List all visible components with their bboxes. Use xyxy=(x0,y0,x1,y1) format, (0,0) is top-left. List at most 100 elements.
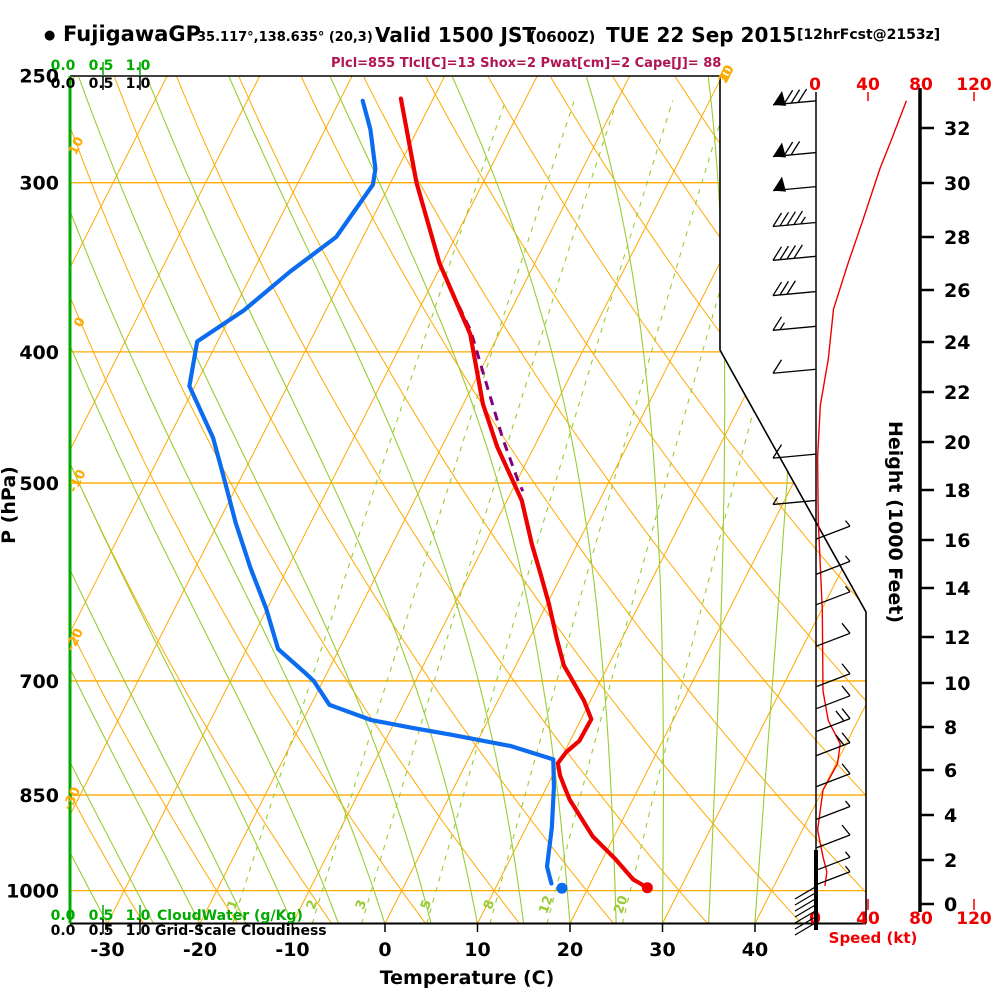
mixing-ratio-line xyxy=(426,100,674,924)
height-tick-label: 32 xyxy=(944,118,970,140)
temperature-tick-label: 10 xyxy=(464,939,490,961)
cloudiness-top-scale-value: 0.5 xyxy=(89,76,114,92)
wind-barb-feather xyxy=(772,499,817,506)
dry-adiabat-line xyxy=(70,76,239,924)
mixing-ratio-line xyxy=(311,100,575,924)
valid-time: Valid 1500 JST xyxy=(375,23,536,47)
wind-barb xyxy=(815,865,851,886)
cloudwater-top-scale-value: 1.0 xyxy=(126,58,151,74)
wind-barb xyxy=(815,685,851,710)
pressure-tick-label: 400 xyxy=(19,342,59,364)
pressure-tick-label: 700 xyxy=(19,671,59,693)
wind-barb xyxy=(815,585,851,606)
wind-barb xyxy=(815,800,851,821)
wind-barb xyxy=(815,708,851,733)
wind-barb xyxy=(815,763,851,788)
wind-barb-feather xyxy=(790,89,801,104)
wind-barb xyxy=(815,520,851,540)
plot-right-border xyxy=(719,76,867,924)
dry-adiabat-line xyxy=(176,76,709,924)
isotherm-line xyxy=(70,76,353,924)
cloudiness-top-scale-value: 0.0 xyxy=(51,76,76,92)
wind-barb-feather xyxy=(793,244,803,259)
wind-barb-feather xyxy=(835,734,845,746)
temperature-tick-label: -30 xyxy=(90,939,124,961)
height-tick-label: 12 xyxy=(944,627,970,649)
wind-barb xyxy=(815,851,851,871)
cloudiness-bottom-scale-value: 1.0 xyxy=(126,923,151,939)
dry-adiabat-line xyxy=(862,76,866,924)
wind-barb xyxy=(815,824,851,849)
height-tick-label: 22 xyxy=(944,382,970,404)
height-tick-label: 16 xyxy=(944,530,970,552)
wind-barb-feather xyxy=(800,216,806,225)
wind-barb xyxy=(772,444,817,459)
wind-barb-feather xyxy=(841,685,851,697)
dry-adiabat-label: -20 xyxy=(63,626,87,654)
moist-adiabat-line xyxy=(228,76,525,924)
speed-axis-title: Speed (kt) xyxy=(829,929,918,947)
wind-barb-pennant xyxy=(773,142,786,158)
wind-barb-feather xyxy=(772,368,817,374)
isotherm-line xyxy=(70,76,168,924)
calm-hatch-mark xyxy=(794,915,818,930)
isotherm-border-label: 30 xyxy=(716,63,738,86)
cloudwater-scale-label: CloudWater (g/Kg) xyxy=(157,908,303,924)
wind-barb-feather xyxy=(772,325,817,331)
temperature-tick-label: -20 xyxy=(183,939,217,961)
wind-barb-feather xyxy=(841,824,851,836)
moist-adiabat-line xyxy=(70,76,155,924)
mixing-ratio-line xyxy=(546,100,776,924)
cloudiness-top-scale-value: 1.0 xyxy=(126,76,151,92)
wind-barb-feather xyxy=(772,281,783,296)
moist-adiabat-line xyxy=(70,76,201,924)
isotherm-line xyxy=(292,76,723,924)
wind-barb-feather xyxy=(815,871,851,886)
calm-hatch-mark xyxy=(794,909,818,924)
cloudwater-top-scale-value: 0.5 xyxy=(89,58,114,74)
wind-barb-feather xyxy=(779,322,786,331)
wind-barb-feather xyxy=(786,280,796,295)
height-tick-label: 18 xyxy=(944,480,970,502)
mixing-ratio-label: 3 xyxy=(353,898,370,912)
moist-adiabat-line xyxy=(146,76,478,924)
moist-adiabat-line xyxy=(70,76,340,924)
wind-barb-feather xyxy=(815,591,851,606)
isotherm-line xyxy=(384,76,816,924)
wind-barb-feather xyxy=(844,585,851,593)
moist-adiabat-line xyxy=(707,77,726,924)
dewpoint-curve xyxy=(187,98,557,886)
dry-adiabat-line xyxy=(301,76,866,924)
height-tick-label: 30 xyxy=(944,173,970,195)
speed-tick-label-top: 120 xyxy=(956,75,992,95)
speed-tick-label-bottom: 120 xyxy=(956,909,992,929)
moist-adiabat-line xyxy=(70,76,247,924)
wind-barb xyxy=(815,732,851,757)
wind-barb xyxy=(772,176,817,192)
mixing-ratio-label: 8 xyxy=(481,898,498,912)
wind-barb xyxy=(815,622,851,647)
mixing-ratio-label: 12 xyxy=(536,894,556,916)
wind-barb-feather xyxy=(815,834,851,849)
wind-barb-feather xyxy=(841,622,851,634)
wind-barb xyxy=(772,88,817,106)
moist-adiabat-line xyxy=(78,76,432,924)
height-tick-label: 28 xyxy=(944,227,970,249)
wind-barb-feather xyxy=(815,742,851,757)
temperature-tick-label: 30 xyxy=(649,939,675,961)
isotherm-line xyxy=(662,76,866,924)
temperature-tick-label: 0 xyxy=(378,939,391,961)
wind-barb-feather xyxy=(815,856,851,871)
calm-hatch-mark xyxy=(794,885,818,900)
wind-barb-feather xyxy=(844,520,851,527)
wind-barb-feather xyxy=(835,710,845,722)
surface-temperature-dot xyxy=(641,882,653,894)
calm-hatch-mark xyxy=(794,903,818,918)
wind-barb xyxy=(772,244,817,261)
wind-barb-feather xyxy=(844,555,851,562)
wind-barb xyxy=(772,359,817,374)
dry-adiabat-line xyxy=(363,76,866,924)
dry-adiabat-line xyxy=(612,76,866,924)
wind-barb-feather xyxy=(844,800,851,807)
